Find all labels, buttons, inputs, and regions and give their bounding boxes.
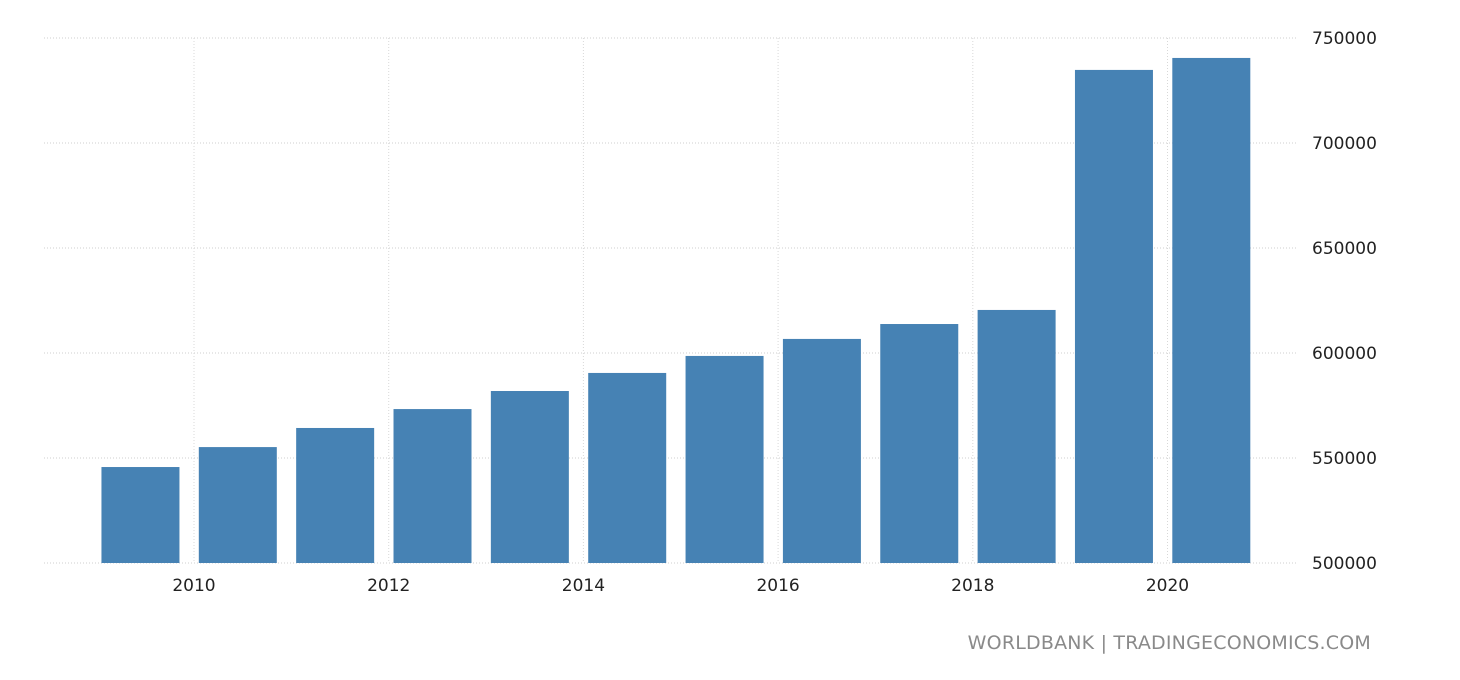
bar-2020 — [1172, 57, 1251, 563]
bar-2015 — [685, 355, 764, 563]
bar-2013 — [490, 391, 569, 563]
x-tick-label: 2018 — [951, 576, 994, 596]
bar-2011 — [296, 427, 375, 563]
source-credit: WORLDBANK | TRADINGECONOMICS.COM — [967, 632, 1371, 654]
bar-2017 — [880, 324, 959, 563]
y-tick-label: 750000 — [1312, 29, 1377, 49]
x-tick-label: 2012 — [367, 576, 410, 596]
bar-2012 — [393, 409, 472, 563]
y-tick-label: 700000 — [1312, 134, 1377, 154]
bar-2010 — [198, 447, 277, 563]
bar-2016 — [782, 338, 861, 563]
x-tick-label: 2010 — [172, 576, 215, 596]
bar-2018 — [977, 309, 1056, 563]
y-tick-label: 500000 — [1312, 554, 1377, 574]
x-tick-label: 2020 — [1146, 576, 1189, 596]
bar-2009 — [101, 467, 180, 563]
y-tick-label: 550000 — [1312, 449, 1377, 469]
y-tick-label: 600000 — [1312, 344, 1377, 364]
y-tick-label: 650000 — [1312, 239, 1377, 259]
bar-2014 — [588, 372, 667, 563]
x-tick-label: 2016 — [756, 576, 799, 596]
bar-2019 — [1074, 69, 1153, 564]
x-tick-label: 2014 — [562, 576, 605, 596]
